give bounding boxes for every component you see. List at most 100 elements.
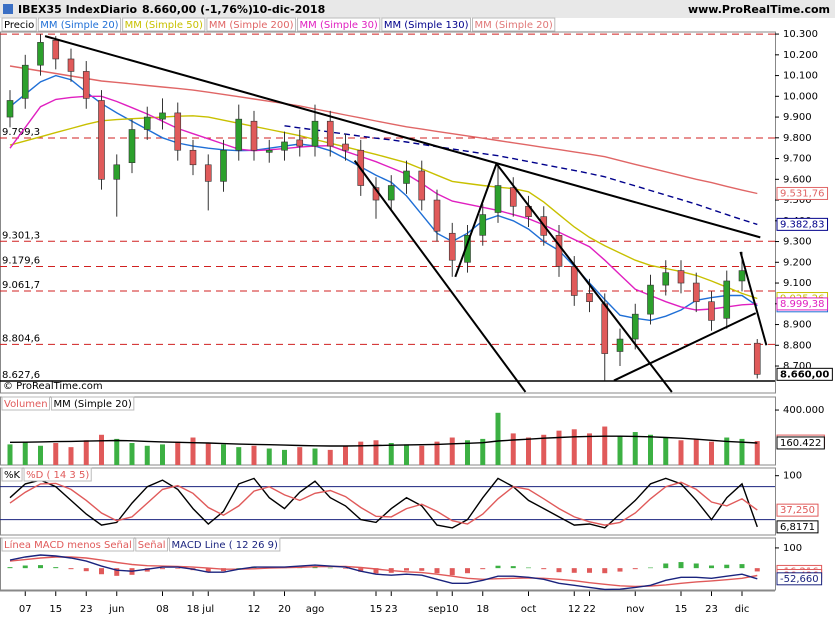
x-tick-label: 18 [187, 604, 200, 615]
x-tick-label: 12 [248, 604, 261, 615]
bar [7, 444, 13, 465]
last-value-box [776, 520, 819, 534]
bar [99, 568, 104, 575]
legend-box [169, 537, 281, 552]
level-label: 9.301,3 [2, 230, 40, 241]
bar [129, 443, 135, 465]
last-value-label: 160.422 [780, 438, 821, 449]
x-tick-label: nov [626, 604, 644, 615]
x-tick-label: 08 [156, 604, 169, 615]
candle-body [647, 284, 654, 315]
legend-entry: MM (Simple 20) [54, 399, 132, 410]
candle-body [67, 58, 75, 72]
bar [83, 440, 89, 465]
x-tick-label: jun [108, 604, 124, 615]
bar [53, 567, 59, 569]
candle-body [250, 120, 258, 151]
bar [449, 568, 455, 576]
last-value-box [776, 503, 819, 517]
legend-entry: MM (Simple 50) [125, 20, 203, 31]
candle-body [631, 313, 639, 340]
legend-box [37, 17, 122, 32]
y-tick-label: 9.700 [783, 154, 812, 165]
bar [419, 445, 425, 465]
instrument: IBEX35 Index [18, 3, 100, 16]
bar [526, 437, 531, 465]
candle-body [342, 143, 349, 151]
bar [571, 568, 577, 573]
last-value-label: 6,8171 [780, 522, 815, 533]
x-tick-label: 23 [705, 604, 718, 615]
legend-box [1, 17, 37, 32]
bar [693, 438, 699, 465]
legend-box [297, 17, 381, 32]
bar [648, 567, 653, 569]
x-tick-label: 23 [385, 604, 398, 615]
series-line [9, 95, 758, 311]
last-value-box [776, 367, 833, 381]
bar [632, 432, 638, 465]
level-label: 9.179,6 [2, 256, 40, 267]
panel-frame [0, 396, 776, 466]
candle-body [281, 141, 288, 151]
series-line [284, 125, 758, 226]
bar [282, 449, 287, 465]
legend-box [135, 537, 169, 552]
candle-body [296, 139, 304, 147]
bar [404, 568, 409, 571]
bar [99, 434, 104, 465]
bar [404, 444, 409, 465]
legend-box [206, 17, 297, 32]
last-price: 8.660,00 (-1,76%) [142, 3, 253, 16]
legend-entry: MM (Simple 20) [475, 20, 553, 31]
legend-box [122, 17, 206, 32]
bar [587, 568, 592, 573]
bar [83, 568, 89, 572]
bar [53, 443, 59, 465]
bar [251, 445, 257, 465]
series-line [9, 554, 758, 591]
bar [358, 568, 364, 572]
bar [724, 564, 730, 569]
period: Diario [100, 3, 138, 16]
bar [312, 448, 318, 465]
trendline [739, 251, 768, 346]
candle-body [723, 280, 731, 319]
bar [587, 433, 592, 465]
bar [556, 568, 562, 573]
bar [144, 445, 150, 465]
bar [663, 437, 669, 465]
copyright: © ProRealTime.com [3, 381, 103, 392]
candle-body [311, 120, 319, 147]
x-tick-label: 18 [476, 604, 489, 615]
last-value-label: 9.382,83 [780, 219, 825, 230]
bar [22, 565, 28, 569]
trendline [353, 160, 527, 393]
bar [449, 437, 455, 465]
x-tick-label: 10 [446, 604, 459, 615]
legend-entry: Señal [138, 540, 166, 551]
bar [526, 567, 531, 569]
candle-body [601, 303, 609, 354]
x-tick-label: 22 [583, 604, 596, 615]
candle-body [98, 100, 105, 180]
candle-body [586, 293, 593, 303]
level-label: 9.061,7 [2, 280, 40, 291]
legend-entry: MM (Simple 20) [40, 20, 118, 31]
bar [617, 568, 623, 572]
last-value-box [776, 572, 823, 586]
bar [434, 568, 440, 574]
bar [678, 440, 684, 465]
bar [510, 433, 516, 465]
bar [68, 447, 74, 465]
bar [602, 568, 608, 574]
legend-entry: MM (Simple 200) [209, 20, 294, 31]
legend-box [381, 17, 471, 32]
bar [739, 438, 745, 465]
last-value-label: 8.999,38 [780, 299, 825, 310]
legend-entry: MACD Line ( 12 26 9) [172, 540, 278, 551]
series-line [9, 74, 758, 322]
candle-body [204, 164, 212, 182]
x-tick-label: ago [306, 604, 325, 615]
last-value-label: -52,660 [780, 574, 819, 585]
